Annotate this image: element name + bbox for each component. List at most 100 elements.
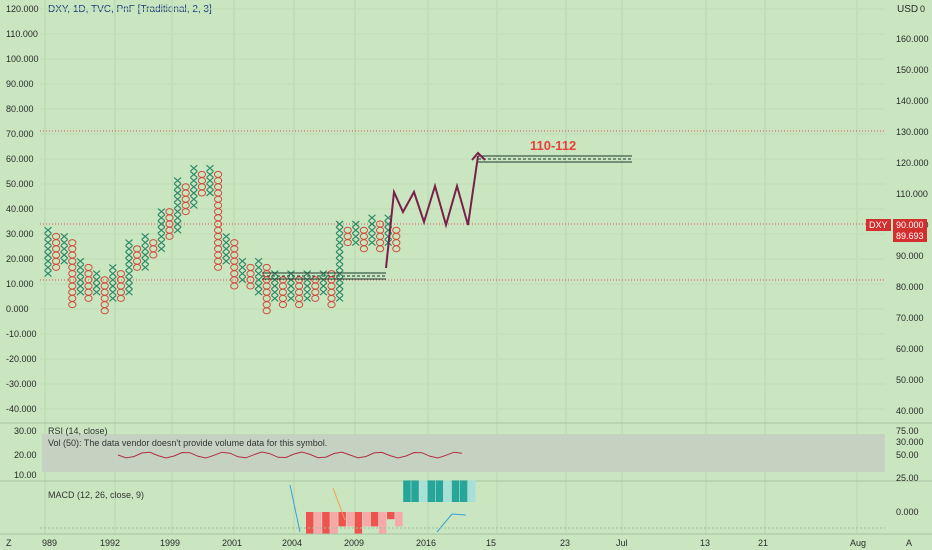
- pnf-o-box: [327, 301, 336, 309]
- pnf-x-box: [92, 270, 101, 278]
- pnf-x-box: [173, 208, 182, 216]
- pnf-x-box: [157, 245, 166, 253]
- macd-bar: [443, 480, 452, 502]
- right-axis-tick: 130.000: [896, 127, 929, 137]
- left-axis-tick: 120.000: [6, 4, 39, 14]
- macd-right-0: 0.000: [896, 507, 919, 517]
- pnf-x-box: [76, 257, 85, 265]
- pnf-o-box: [116, 294, 126, 302]
- pnf-x-box: [319, 276, 328, 284]
- pnf-o-box: [197, 177, 206, 185]
- macd-bar: [451, 480, 460, 502]
- macd-label[interactable]: MACD (12, 26, close, 9): [48, 490, 145, 500]
- pnf-o-box: [68, 288, 77, 296]
- pnf-o-box: [52, 251, 61, 259]
- pnf-x-box: [125, 270, 133, 278]
- pnf-x-box: [368, 226, 376, 234]
- pnf-o-box: [327, 294, 336, 302]
- pnf-o-box: [359, 239, 368, 247]
- pnf-x-box: [254, 270, 263, 278]
- left-axis-tick: 70.000: [6, 129, 34, 139]
- pnf-x-box: [335, 282, 344, 290]
- corner-left[interactable]: Z: [6, 538, 12, 548]
- pnf-o-box: [214, 226, 223, 234]
- pnf-o-box: [376, 239, 385, 247]
- left-axis-tick: -40.000: [6, 404, 37, 414]
- rsi-label[interactable]: RSI (14, close): [48, 426, 108, 436]
- date-axis-tick: 2004: [282, 538, 303, 548]
- pnf-x-box: [335, 232, 344, 240]
- pnf-o-box: [133, 263, 142, 271]
- date-axis-tick: 2001: [222, 538, 243, 548]
- pnf-o-box: [197, 189, 206, 197]
- macd-bar: [403, 480, 411, 502]
- price-tag-sub: 89.693: [893, 230, 927, 242]
- currency-label[interactable]: USD: [897, 4, 918, 15]
- pnf-x-box: [254, 257, 263, 265]
- macd-bar: [378, 512, 387, 534]
- target-annotation[interactable]: 110-112: [530, 138, 577, 153]
- pnf-o-box: [214, 201, 223, 209]
- volume-label[interactable]: Vol (50): The data vendor doesn't provid…: [48, 438, 328, 448]
- pnf-x-box: [368, 214, 376, 222]
- pnf-o-box: [262, 294, 271, 302]
- pnf-x-box: [173, 195, 182, 203]
- pnf-x-box: [335, 263, 344, 271]
- pnf-x-box: [141, 251, 150, 259]
- pnf-x-box: [173, 189, 182, 197]
- left-axis-tick: 50.000: [6, 179, 34, 189]
- pnf-x-box: [351, 232, 360, 240]
- left-axis-tick: 10.000: [6, 279, 34, 289]
- pnf-x-box: [141, 245, 150, 253]
- rsi-axis-20: 20.00: [14, 450, 37, 460]
- corner-right[interactable]: A: [906, 538, 913, 548]
- pnf-x-box: [173, 177, 182, 185]
- pnf-o-box: [311, 294, 320, 302]
- pnf-x-box: [206, 189, 214, 197]
- pnf-o-box: [52, 245, 61, 253]
- left-axis-tick: 20.000: [6, 254, 34, 264]
- pnf-o-box: [311, 288, 320, 296]
- pnf-x-box: [125, 245, 133, 253]
- pnf-o-box: [295, 276, 304, 284]
- pnf-o-box: [214, 239, 223, 247]
- grid-lines-horizontal: [40, 8, 885, 410]
- pnf-x-box: [157, 220, 166, 228]
- left-axis-tick: 0.000: [6, 304, 29, 314]
- pnf-o-box: [311, 276, 320, 284]
- right-axis-tick: 120.000: [896, 158, 929, 168]
- pnf-x-box: [44, 232, 52, 240]
- pnf-x-box: [238, 270, 247, 278]
- pnf-x-box: [125, 288, 133, 296]
- pnf-o-box: [84, 270, 93, 278]
- macd-bar: [395, 512, 403, 527]
- pnf-x-box: [44, 251, 52, 259]
- pnf-o-box: [100, 294, 109, 302]
- pnf-x-box: [92, 276, 101, 284]
- pnf-x-box: [108, 288, 117, 296]
- pnf-o-box: [262, 288, 271, 296]
- left-axis-tick: 90.000: [6, 79, 34, 89]
- pnf-o-box: [100, 288, 109, 296]
- pnf-x-box: [44, 245, 52, 253]
- left-axis-tick: 100.000: [6, 54, 39, 64]
- rsi-right-50: 50.00: [896, 450, 919, 460]
- pnf-o-box: [100, 276, 109, 284]
- rsi-right-75: 75.00: [896, 426, 919, 436]
- pnf-x-box: [254, 263, 263, 271]
- pnf-o-box: [68, 301, 77, 309]
- pnf-x-box: [206, 164, 214, 172]
- pnf-x-box: [351, 220, 360, 228]
- pnf-x-box: [141, 263, 150, 271]
- right-axis-tick: 150.000: [896, 65, 929, 75]
- pnf-o-box: [278, 301, 287, 309]
- pnf-x-box: [303, 294, 312, 302]
- pnf-o-box: [84, 263, 93, 271]
- pnf-x-box: [108, 270, 117, 278]
- right-axis-tick: 160.000: [896, 34, 929, 44]
- pnf-x-box: [319, 270, 328, 278]
- pnf-x-box: [60, 257, 69, 265]
- pnf-o-box: [149, 251, 158, 259]
- pnf-x-box: [189, 177, 198, 185]
